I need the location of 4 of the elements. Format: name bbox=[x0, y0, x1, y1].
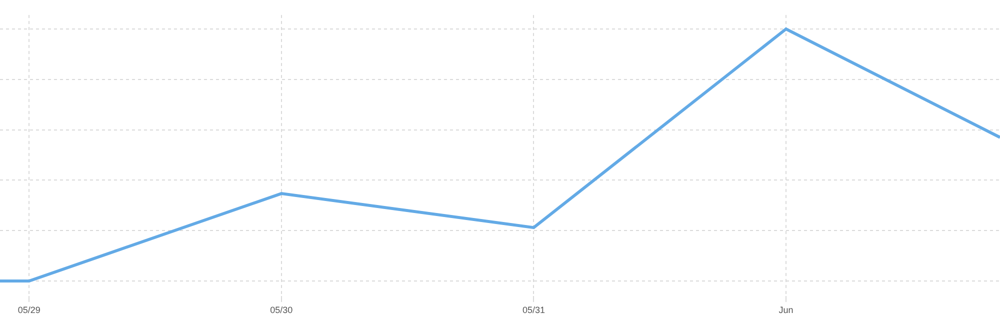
x-tick-label: 05/29 bbox=[18, 304, 40, 315]
x-tick-label: 05/30 bbox=[270, 304, 293, 315]
x-tick-label: 05/31 bbox=[522, 304, 545, 315]
x-tick-label: Jun bbox=[778, 304, 794, 315]
